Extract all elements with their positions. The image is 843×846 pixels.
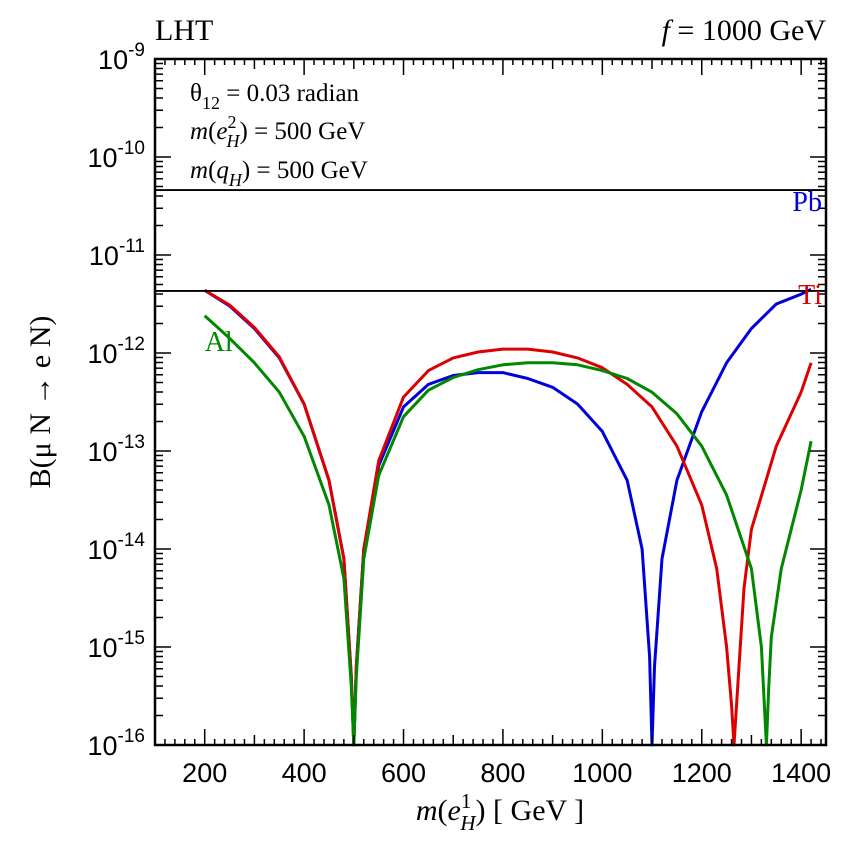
parameter-1: θ12 = 0.03 radian [190,80,360,113]
series-label-pb: Pb [792,187,822,218]
chart-curves [203,287,813,747]
axis-ticks [154,58,826,746]
limit-lines [155,189,826,292]
y-tick-label: 10-10 [87,138,145,173]
x-tick-labels: 200 400 600 800 1000 1200 1400 [182,758,831,788]
y-tick-label: 10-15 [87,628,145,663]
y-tick-label: 10-13 [87,432,145,467]
x-axis-label: m(e1 H) [ GeV ] [416,789,584,835]
x-tick-label: 1200 [672,758,732,788]
series-label-al: Al [205,327,233,358]
y-tick-label: 10-9 [98,40,145,75]
y-tick-labels: 10-16 10-15 10-14 10-13 10-12 10-11 10-10 10-9 [87,40,145,761]
plot-frame [153,57,828,747]
series-ti-line [203,289,813,747]
x-tick-label: 1000 [572,758,632,788]
series-label-ti: Ti [798,280,822,311]
parameter-2: m(e2 H) = 500 GeV [190,112,365,151]
title-left: LHT [155,14,213,47]
series-al-line [203,314,813,747]
x-tick-label: 400 [282,758,327,788]
parameter-3: m(qH) = 500 GeV [190,157,368,190]
y-axis-label: B(μ N → e N) [24,316,57,489]
series-labels: Pb Ti Al [205,187,823,358]
y-tick-label: 10-16 [87,726,145,761]
series-pb-line [203,287,812,747]
title-right: f = 1000 GeV [662,14,827,47]
y-tick-label: 10-12 [87,334,145,369]
x-tick-label: 1400 [771,758,831,788]
y-tick-label: 10-14 [87,530,145,565]
x-tick-label: 200 [182,758,227,788]
x-tick-label: 600 [381,758,426,788]
y-tick-label: 10-11 [89,236,145,271]
x-tick-label: 800 [480,758,525,788]
